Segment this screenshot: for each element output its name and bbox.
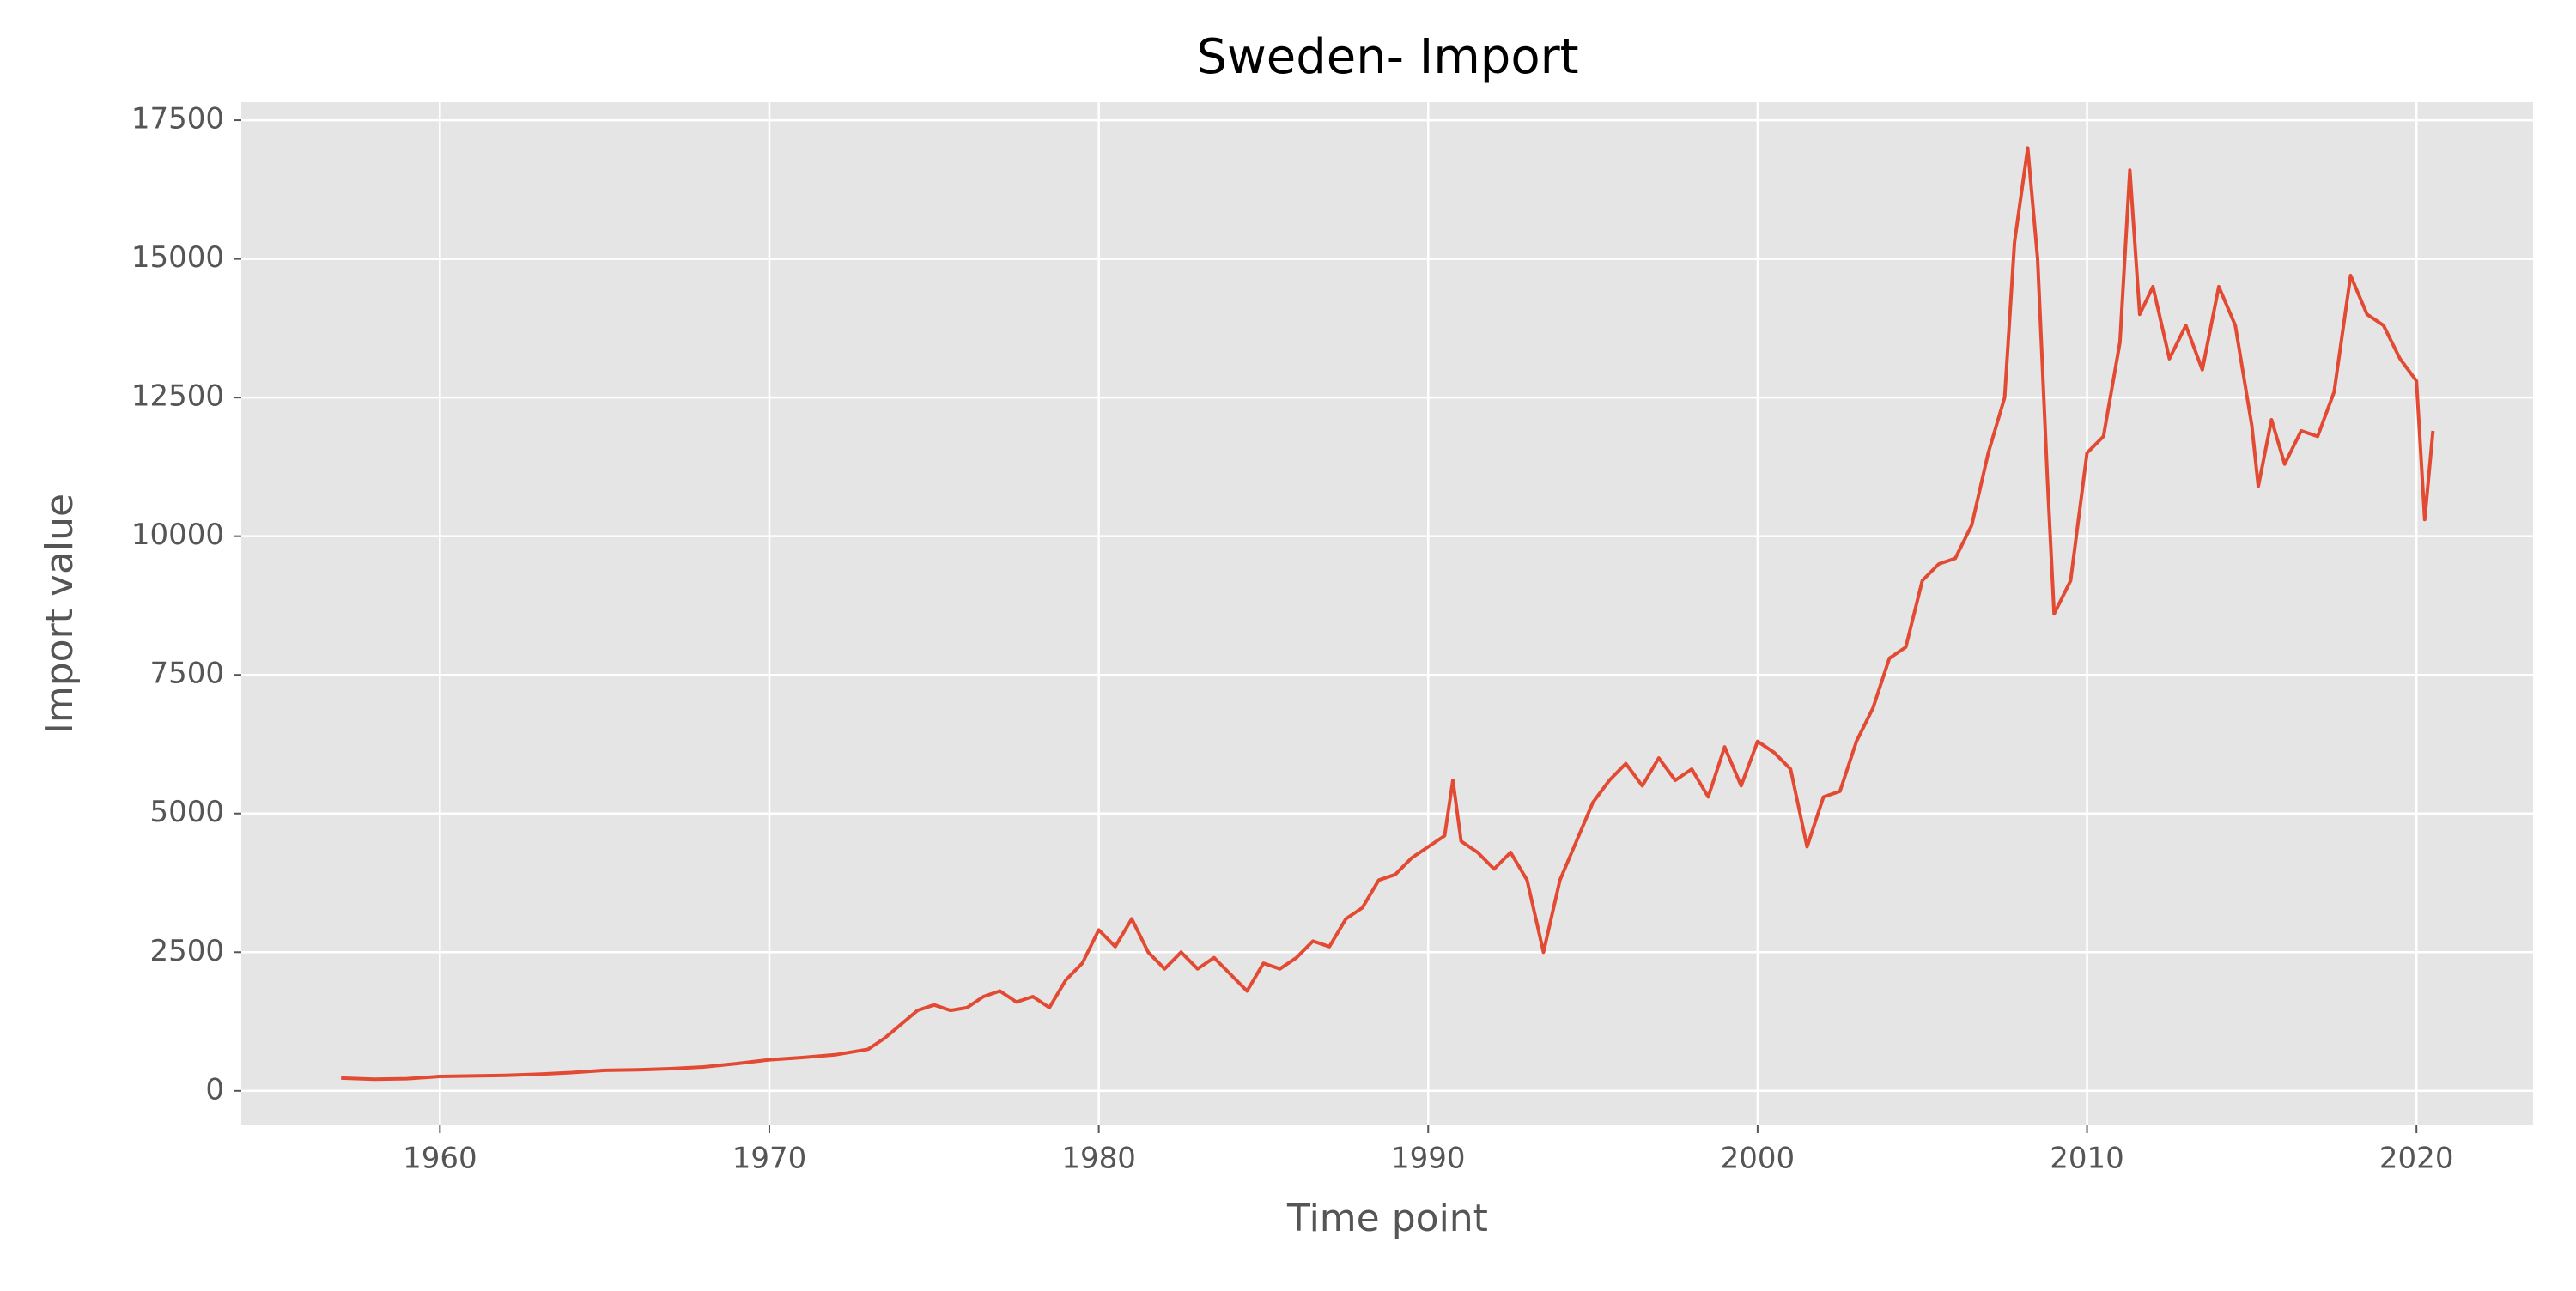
- y-tick-label: 0: [205, 1072, 224, 1106]
- x-tick-label: 1980: [1061, 1142, 1136, 1176]
- series-line: [341, 146, 2435, 1082]
- y-tick-label: 5000: [149, 795, 224, 829]
- y-tick-label: 17500: [131, 102, 224, 136]
- x-tick-label: 1990: [1391, 1142, 1466, 1176]
- y-axis-label: Import value: [38, 494, 82, 734]
- x-tick-label: 2000: [1721, 1142, 1795, 1176]
- x-axis-label: Time point: [1286, 1197, 1488, 1240]
- plot-area: [241, 102, 2533, 1125]
- y-tick-label: 15000: [131, 240, 224, 275]
- x-tick-label: 2020: [2379, 1142, 2454, 1176]
- y-tick-label: 2500: [149, 934, 224, 968]
- x-tick-label: 1960: [403, 1142, 477, 1176]
- y-tick-label: 10000: [131, 518, 224, 552]
- y-tick-label: 12500: [131, 379, 224, 414]
- y-tick-label: 7500: [149, 657, 224, 691]
- x-tick-label: 1970: [732, 1142, 807, 1176]
- x-tick-label: 2010: [2050, 1142, 2124, 1176]
- chart-title: Sweden- Import: [1196, 29, 1578, 85]
